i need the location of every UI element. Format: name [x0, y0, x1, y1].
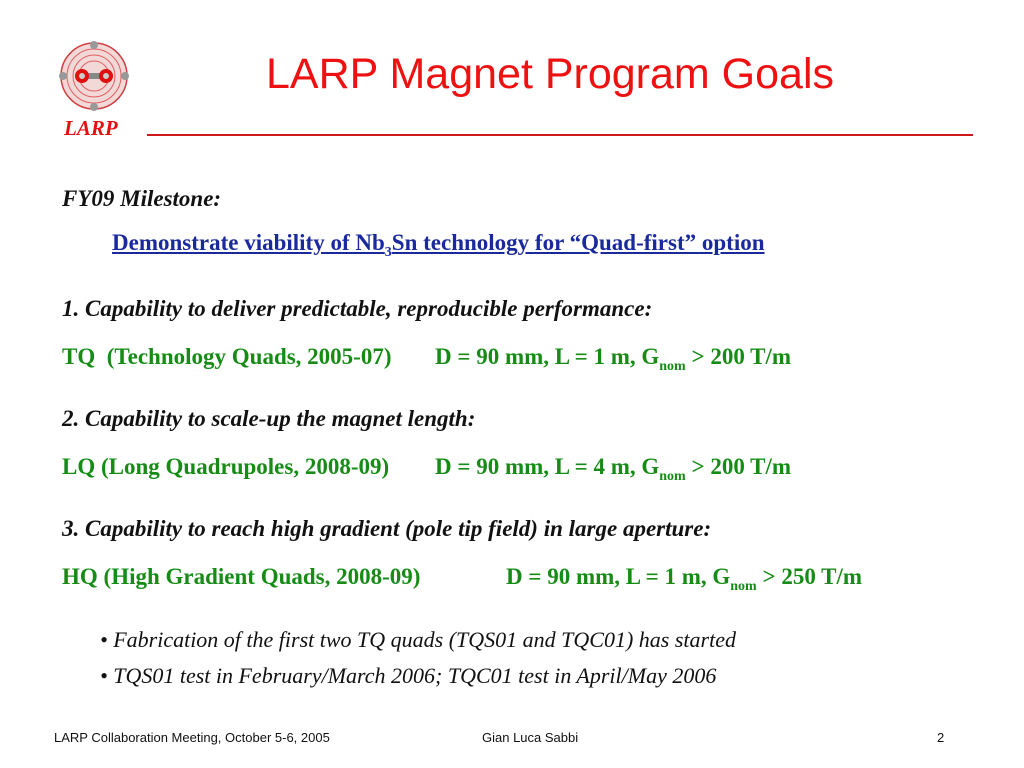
- milestone-text-end: Sn technology for “Quad-first” option: [391, 230, 765, 255]
- item-1-sub: nom: [659, 359, 686, 374]
- item-1-spec: D = 90 mm, L = 1 m, G: [435, 344, 660, 369]
- bullet-1: • Fabrication of the first two TQ quads …: [100, 627, 736, 652]
- item-2-tail: > 200 T/m: [685, 454, 792, 479]
- item-2-detail: LQ (Long Quadrupoles, 2008-09) D = 90 mm,…: [62, 454, 792, 484]
- milestone-text[interactable]: Demonstrate viability of Nb3Sn technolog…: [112, 230, 765, 260]
- item-3-detail: HQ (High Gradient Quads, 2008-09) D = 90 …: [62, 564, 863, 594]
- title-divider: [147, 134, 973, 136]
- item-3-spec: D = 90 mm, L = 1 m, G: [506, 564, 731, 589]
- footer-author: Gian Luca Sabbi: [482, 730, 579, 745]
- item-2-sub: nom: [659, 469, 686, 484]
- item-2-spec: D = 90 mm, L = 4 m, G: [435, 454, 660, 479]
- item-3-name: HQ (High Gradient Quads, 2008-09): [62, 564, 421, 589]
- logo-text: LARP: [64, 116, 118, 140]
- larp-logo-icon: [58, 40, 130, 112]
- page-number: 2: [937, 730, 945, 745]
- footer-meeting: LARP Collaboration Meeting, October 5-6,…: [54, 730, 330, 745]
- item-3-sub: nom: [730, 579, 757, 594]
- page-title: LARP Magnet Program Goals: [265, 50, 835, 98]
- milestone-subscript: 3: [384, 245, 392, 260]
- milestone-label: FY09 Milestone:: [62, 186, 222, 211]
- milestone-text-start: Demonstrate viability of Nb: [112, 230, 385, 255]
- item-1-tail: > 200 T/m: [685, 344, 792, 369]
- item-3-heading: 3. Capability to reach high gradient (po…: [62, 516, 712, 541]
- item-1-detail: TQ (Technology Quads, 2005-07) D = 90 mm,…: [62, 344, 792, 374]
- item-2-heading: 2. Capability to scale-up the magnet len…: [62, 406, 476, 431]
- item-3-tail: > 250 T/m: [756, 564, 863, 589]
- item-1-name: TQ (Technology Quads, 2005-07): [62, 344, 392, 369]
- bullet-2: • TQS01 test in February/March 2006; TQC…: [100, 663, 717, 688]
- item-1-heading: 1. Capability to deliver predictable, re…: [62, 296, 653, 321]
- item-2-name: LQ (Long Quadrupoles, 2008-09): [62, 454, 390, 479]
